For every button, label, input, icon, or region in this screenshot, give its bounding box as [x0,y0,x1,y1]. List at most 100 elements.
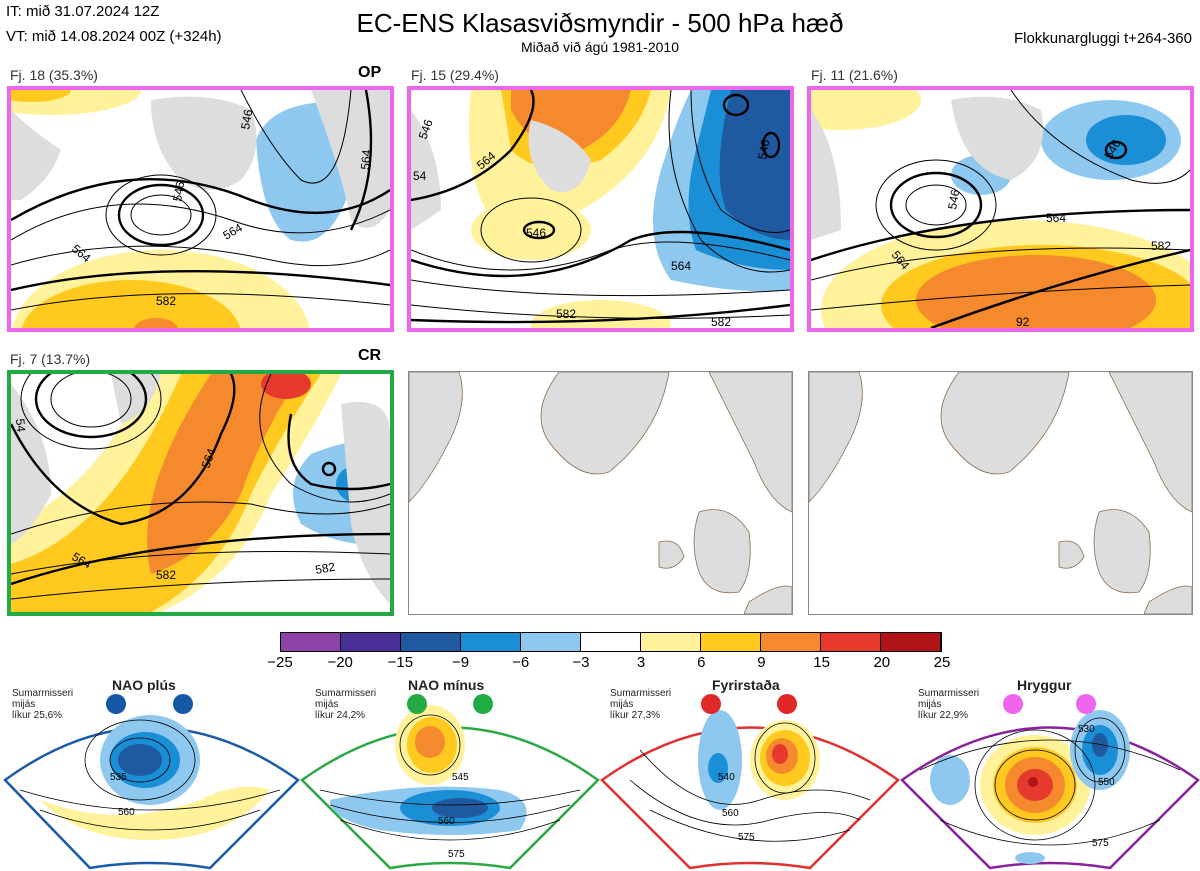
map-panel-6-graphic [809,372,1192,614]
regime-info-line: líkur 25,6% [12,710,63,721]
contour-label: 54 [13,418,28,433]
colorbar-tick-label: −3 [572,654,590,671]
contour-label: 582 [711,315,731,328]
regime-marker-dot [173,694,193,714]
regime-marker-dot [106,694,126,714]
regime-2-name: NAO mínus [408,677,485,693]
regime-info-line: Sumarmisseri [12,688,74,699]
regime-marker-dot [777,694,797,714]
panel-4-label: Fj. 7 (13.7%) [10,351,91,367]
colorbar-segment [701,633,761,651]
colorbar-tick-label: 20 [873,654,891,671]
regime-4-name: Hryggur [1017,677,1072,693]
panel-3-label: Fj. 11 (21.6%) [811,67,898,83]
page-subtitle: Miðað við ágú 1981-2010 [520,39,679,55]
regime-info-line: mijás [12,699,36,710]
colorbar-segment [641,633,701,651]
regime-map-blocking: 540 560 575 [600,694,900,870]
regime-info-line: mijás [918,699,942,710]
regime-marker-dot [701,694,721,714]
regime-3-name: Fyrirstaða [712,677,780,693]
regime-1-info: Sumarmisseri mijás líkur 25,6% [12,688,73,721]
regime-marker-dot [1076,694,1096,714]
colorbar-tick-label: −25 [267,654,293,671]
regime-marker-dot [1003,694,1023,714]
colorbar-segment [581,633,641,651]
contour-label: 92 [1016,315,1030,328]
regime-info-line: Sumarmisseri [315,688,377,699]
cluster-map-panel-4[interactable]: 564 564 582 582 54 [7,370,394,616]
panel-4-tag: CR [358,347,382,364]
regime-map-ridge: 530 550 575 [900,694,1200,870]
regime-contour-label: 535 [110,772,127,783]
regime-info-line: mijás [315,699,339,710]
colorbar-segment [461,633,521,651]
contour-label: 54 [413,169,427,183]
colorbar-tick-label: −20 [327,654,353,671]
contour-label: 564 [1046,211,1066,225]
colorbar-segment [341,633,401,651]
regime-contour-label: 540 [718,772,735,783]
regime-3-info: Sumarmisseri mijás líkur 27,3% [610,688,671,721]
empty-map-panel-5 [408,371,793,615]
colorbar-segment [401,633,461,651]
panel-1-label: Fj. 18 (35.3%) [10,67,98,83]
contour-label: 546 [238,108,255,130]
regime-contour-label: 575 [1092,838,1109,849]
cluster-map-panel-1[interactable]: 546 564 582 546 564 564 [7,86,394,332]
map-panel-5-graphic [409,372,792,614]
colorbar-tick-label: 15 [813,654,830,671]
contour-label: 582 [556,307,576,321]
colorbar-tick-label: −15 [387,654,414,671]
regime-info-line: mijás [610,699,634,710]
regime-contour-label: 550 [1098,777,1115,788]
contour-label: 582 [156,568,176,582]
map-panel-2-graphic: 546 564 564 582 582 546 54 546 [411,90,790,328]
regime-contour-label: 560 [118,807,135,818]
contour-label: 546 [755,138,772,160]
map-panel-3-graphic: 546 564 564 582 546 92 [811,90,1190,328]
regime-map-nao-minus: 545 560 575 [300,694,600,870]
regime-contour-label: 560 [722,808,739,819]
regime-contour-label: 530 [1078,724,1095,735]
page-title: EC-ENS Klasasviðsmyndir - 500 hPa hæð [356,8,844,38]
contour-label: 546 [945,188,962,210]
colorbar-tick-label: 9 [757,654,766,671]
cluster-map-panel-3[interactable]: 546 564 564 582 546 92 [807,86,1194,332]
colorbar-tick-label: 3 [636,654,646,671]
valid-time: VT: mið 14.08.2024 00Z (+324h) [6,28,222,45]
regime-info-line: líkur 22,9% [918,710,969,721]
regime-info-line: Sumarmisseri [918,688,980,699]
colorbar-segment [281,633,341,651]
regime-map-nao-plus: 535 560 [3,694,300,870]
regime-contour-label: 560 [438,816,455,827]
init-time: IT: mið 31.07.2024 12Z [6,3,160,20]
contour-label: 582 [1151,239,1171,253]
regime-4-info: Sumarmisseri mijás líkur 22,9% [918,688,979,721]
regime-maps: 535 560 545 560 575 [3,694,1200,870]
regime-marker-dot [407,694,427,714]
panel-2-label: Fj. 15 (29.4%) [411,67,499,83]
map-panel-4-graphic: 564 564 582 582 54 [11,374,390,612]
regime-contour-label: 575 [738,832,755,843]
contour-label: 546 [416,117,436,141]
regime-info-line: Sumarmisseri [610,688,672,699]
colorbar-tick-label: 25 [933,654,951,671]
cluster-map-panel-2[interactable]: 546 564 564 582 582 546 54 546 [407,86,794,332]
classification-window: Flokkunargluggi t+264-360 [1013,30,1192,47]
regime-1-name: NAO plús [112,677,176,693]
contour-label: 564 [199,446,219,470]
regime-info-line: líkur 27,3% [610,710,661,721]
empty-map-panel-6 [808,371,1193,615]
regime-contour-label: 545 [452,772,469,783]
colorbar-segment [881,633,941,651]
colorbar-tick-label: 6 [697,654,706,671]
colorbar [280,632,942,652]
regime-contour-label: 575 [448,849,465,860]
map-panel-1-graphic: 546 564 582 546 564 564 [11,90,390,328]
contour-label: 546 [170,180,187,202]
contour-label: 564 [358,149,374,170]
contour-label: 582 [156,294,176,308]
contour-label: 546 [526,226,546,240]
regime-2-info: Sumarmisseri mijás líkur 24,2% [315,688,376,721]
